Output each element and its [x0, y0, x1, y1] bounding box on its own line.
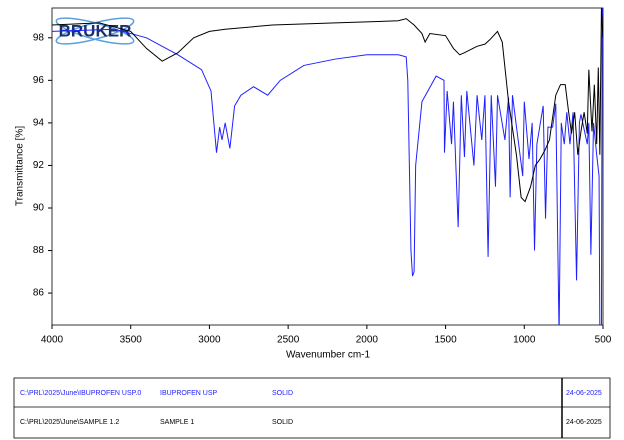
x-tick-label: 1000 [513, 335, 536, 346]
x-tick-label: 500 [595, 335, 612, 346]
spectrum-line [52, 8, 603, 203]
table-cell: SOLID [272, 419, 293, 426]
y-tick-label: 96 [33, 75, 45, 86]
table-cell: IBUPROFEN USP [160, 390, 218, 397]
table-cell: 24-06-2025 [566, 419, 602, 426]
plot-frame [51, 7, 604, 326]
y-tick-label: 92 [33, 160, 45, 171]
spectrum-line [52, 8, 603, 325]
x-tick-label: 2500 [277, 335, 300, 346]
y-tick-label: 94 [33, 118, 45, 129]
x-tick-label: 3000 [198, 335, 221, 346]
info-table [13, 377, 611, 439]
y-tick-label: 98 [33, 32, 45, 43]
x-tick-label: 2000 [356, 335, 379, 346]
table-cell: C:\PRL\2025\June\SAMPLE 1.2 [20, 419, 119, 426]
table-cell: C:\PRL\2025\June\IBUPROFEN USP.0 [20, 390, 141, 397]
x-tick-label: 1500 [434, 335, 457, 346]
y-tick-label: 90 [33, 203, 45, 214]
x-tick-label: 4000 [41, 335, 64, 346]
plot-area [52, 8, 603, 325]
x-tick-label: 3500 [120, 335, 143, 346]
table-cell: 24-06-2025 [566, 390, 602, 397]
y-tick-label: 86 [33, 288, 45, 299]
table-cell: SOLID [272, 390, 293, 397]
y-axis-label: Transmittance [%] [15, 126, 26, 206]
y-tick-label: 88 [33, 245, 45, 256]
x-axis-label: Wavenumber cm-1 [286, 350, 371, 361]
table-cell: SAMPLE 1 [160, 419, 194, 426]
